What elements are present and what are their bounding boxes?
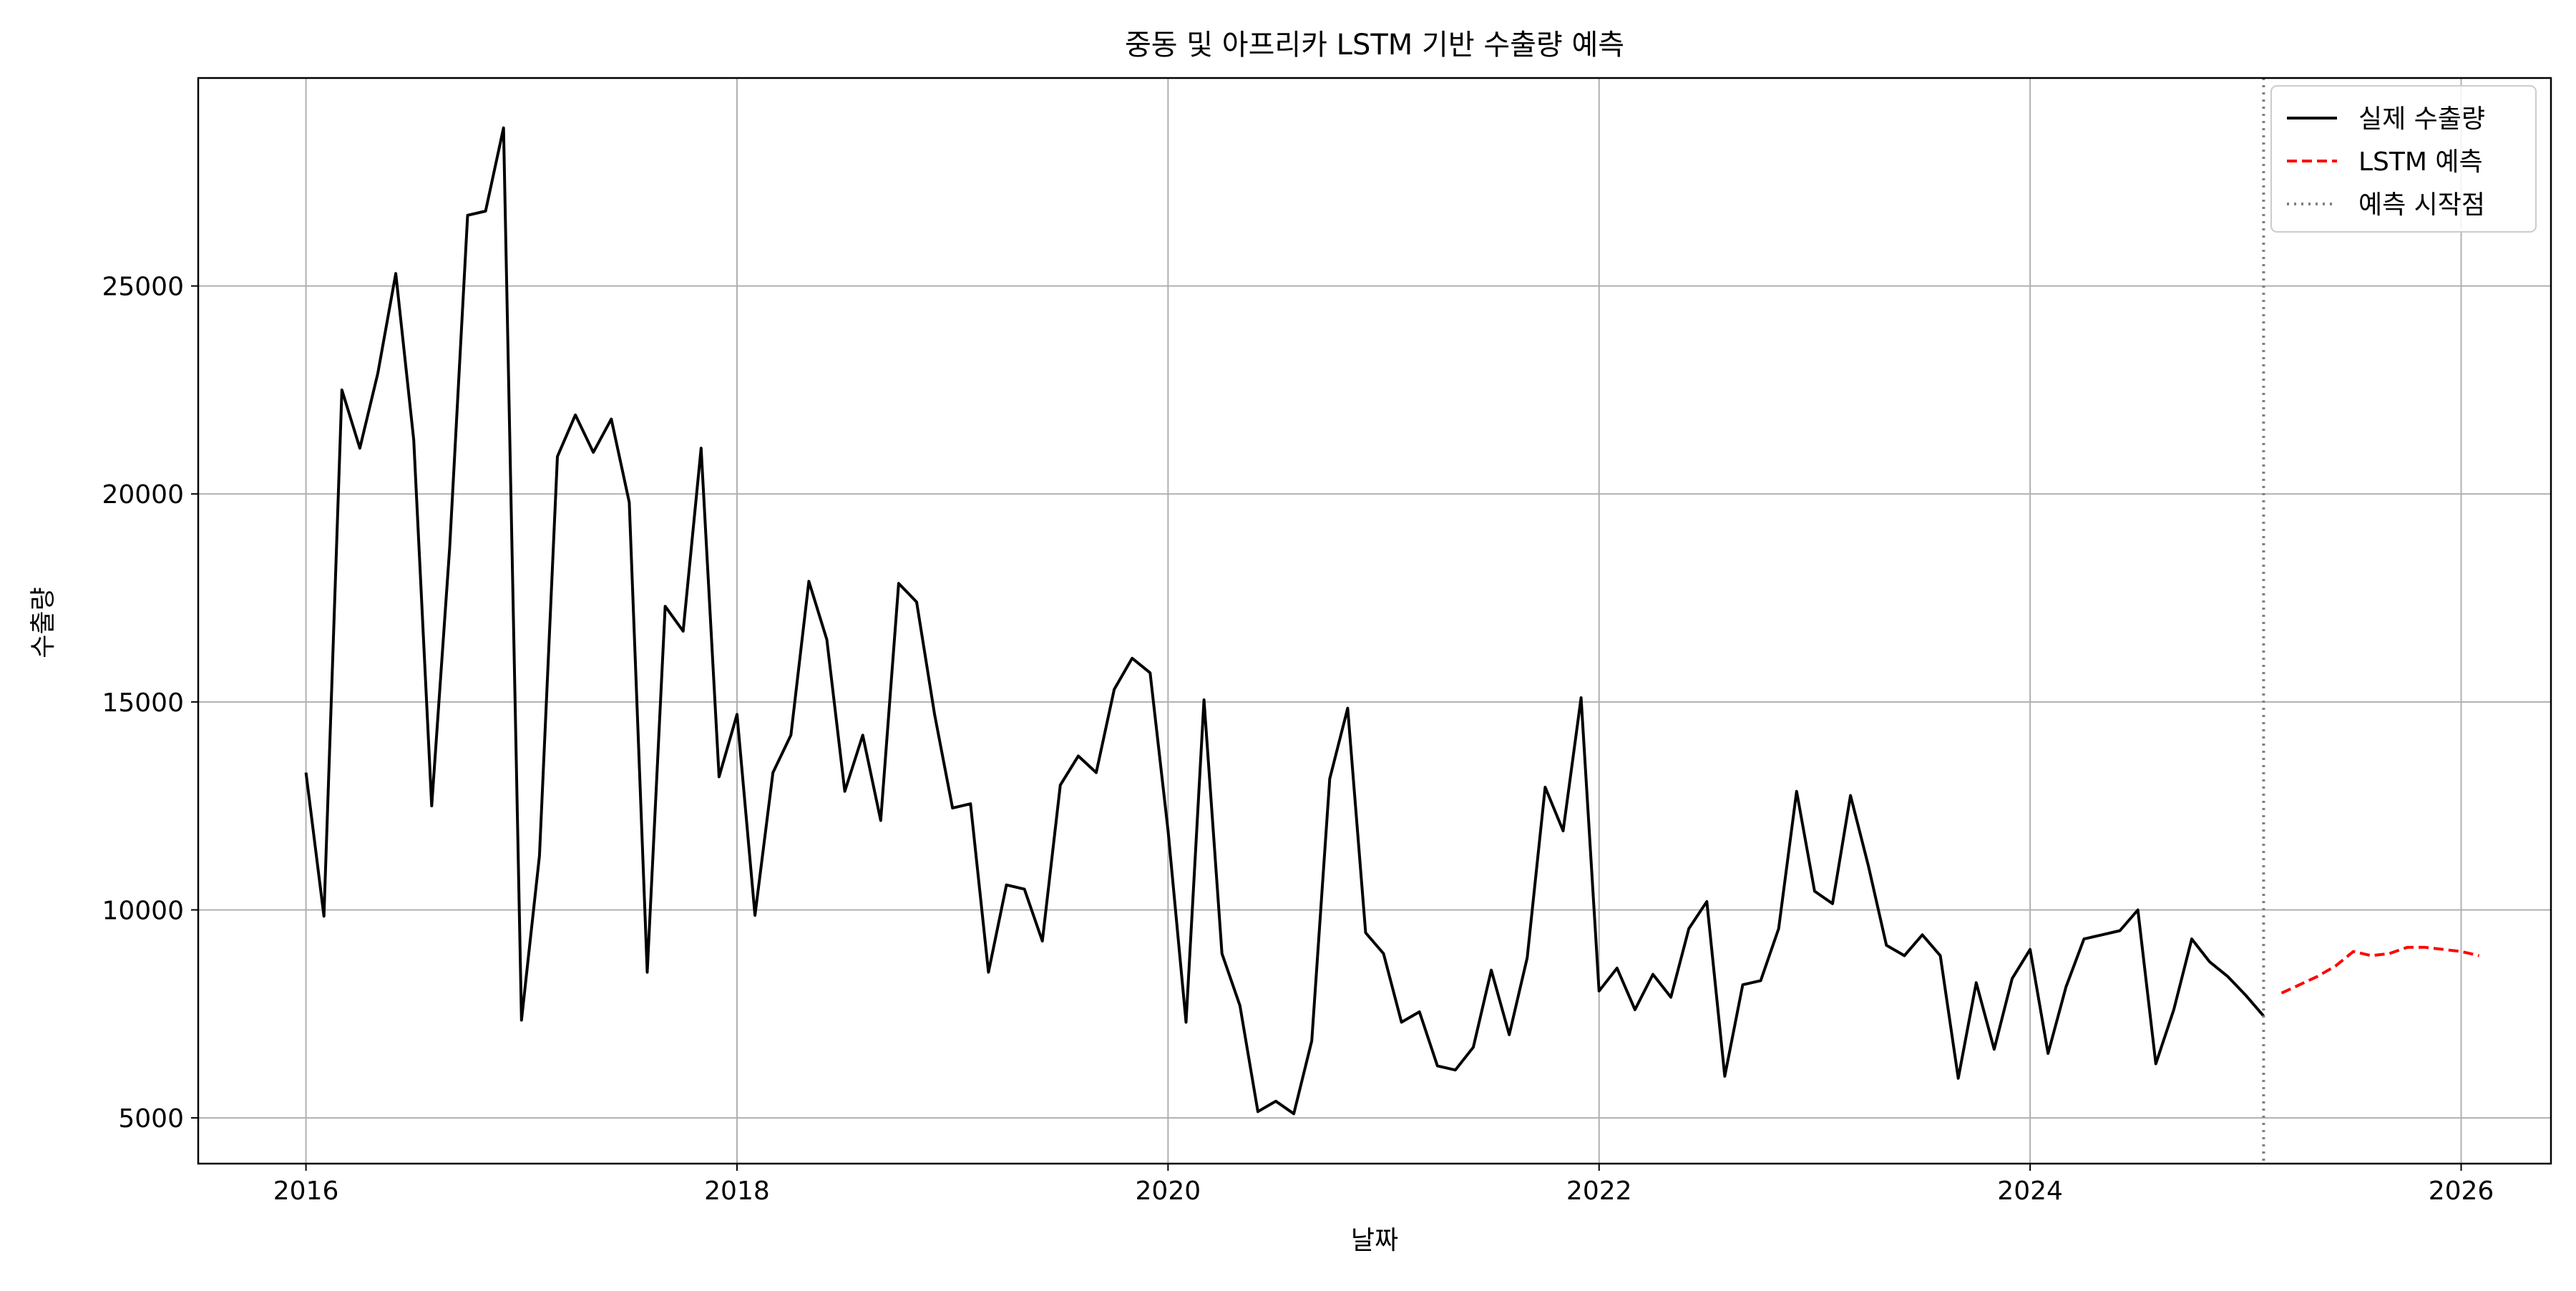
y-tick-label: 25000 xyxy=(102,273,184,302)
grid xyxy=(198,78,2551,1164)
legend-label-start: 예측 시작점 xyxy=(2358,190,2485,220)
x-tick-label: 2016 xyxy=(273,1176,339,1206)
x-tick-label: 2020 xyxy=(1136,1176,1201,1206)
y-tick-label: 5000 xyxy=(118,1104,184,1134)
x-tick-label: 2026 xyxy=(2429,1176,2494,1206)
y-tick-label: 10000 xyxy=(102,896,184,925)
chart-title: 중동 및 아프리카 LSTM 기반 수출량 예측 xyxy=(1125,29,1624,62)
legend-label-actual: 실제 수출량 xyxy=(2358,104,2485,134)
y-axis-label: 수출량 xyxy=(29,587,58,658)
legend: 실제 수출량 LSTM 예측 예측 시작점 xyxy=(2270,85,2537,233)
axis-ticks: 2016 2018 2020 2022 2024 2026 5000 10000 15000 20… xyxy=(102,273,2494,1206)
y-tick-label: 20000 xyxy=(102,480,184,510)
x-tick-label: 2024 xyxy=(1997,1176,2063,1206)
x-tick-label: 2022 xyxy=(1566,1176,1632,1206)
legend-label-forecast: LSTM 예측 xyxy=(2358,147,2483,177)
plot-frame xyxy=(197,77,2552,1165)
legend-box xyxy=(2270,85,2537,233)
x-axis-label: 날짜 xyxy=(1351,1226,1398,1255)
y-tick-label: 15000 xyxy=(102,688,184,718)
actual-series-line xyxy=(304,126,2265,1116)
series-layer xyxy=(304,78,2480,1164)
x-tick-label: 2018 xyxy=(704,1176,770,1206)
forecast-series-line xyxy=(2280,945,2480,995)
